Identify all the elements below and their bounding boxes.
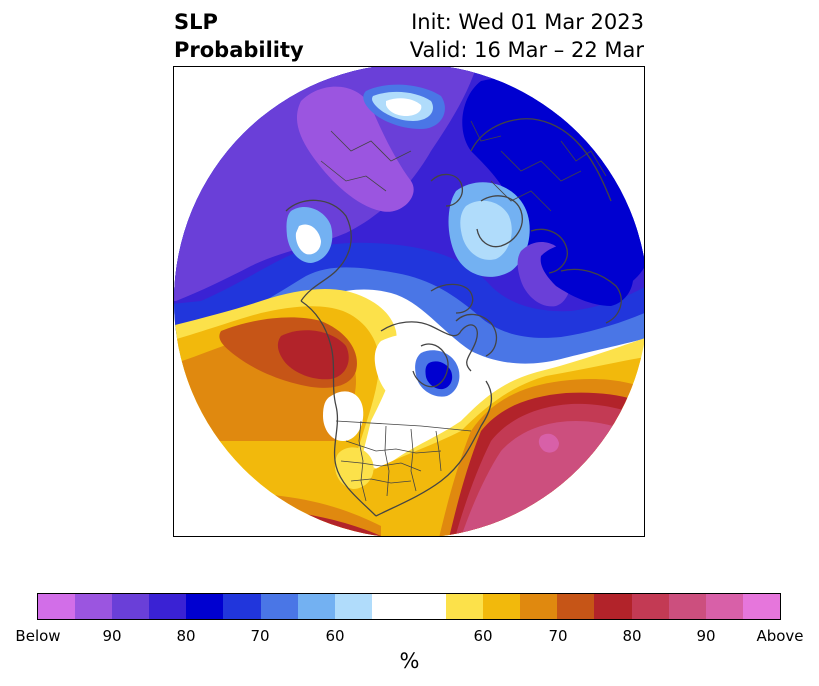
init-date: Init: Wed 01 Mar 2023 (411, 10, 644, 34)
colorbar-swatch (223, 594, 261, 619)
valid-range: Valid: 16 Mar – 22 Mar (409, 38, 644, 62)
forecast-dates: Init: Wed 01 Mar 2023 Valid: 16 Mar – 22… (410, 8, 644, 64)
probability-field (174, 67, 644, 536)
colorbar-unit: % (399, 649, 420, 673)
colorbar-swatch (186, 594, 224, 619)
tick-label: 90 (102, 627, 122, 645)
colorbar-swatch (297, 594, 335, 619)
colorbar-swatch (260, 594, 298, 619)
borders (320, 120, 607, 502)
tick-label: 70 (548, 627, 568, 645)
colorbar-swatch (483, 594, 521, 619)
tick-label: 90 (696, 627, 716, 645)
colorbar-ticks: Below 90 80 70 60 60 70 80 90 Above (0, 627, 819, 647)
colorbar-swatch (594, 594, 632, 619)
colorbar-swatch (668, 594, 706, 619)
map-title: SLP Probability (174, 8, 304, 64)
tick-label: 70 (250, 627, 270, 645)
colorbar-swatch (631, 594, 669, 619)
tick-label: Above (756, 627, 804, 645)
colorbar-swatch (149, 594, 187, 619)
tick-label: 80 (622, 627, 642, 645)
tick-label: 80 (176, 627, 196, 645)
colorbar-swatch (112, 594, 150, 619)
colorbar-swatch (520, 594, 558, 619)
colorbar-swatch (334, 594, 372, 619)
tick-label: 60 (325, 627, 345, 645)
tick-label: 60 (473, 627, 493, 645)
tick-label: Below (15, 627, 61, 645)
probability-map (173, 66, 645, 537)
title-line-1: SLP (174, 10, 218, 34)
colorbar-swatch (705, 594, 743, 619)
map-svg (174, 67, 644, 536)
colorbar-swatch (371, 594, 447, 619)
coastlines (250, 74, 630, 517)
colorbar-swatch (742, 594, 780, 619)
colorbar-swatch (75, 594, 113, 619)
colorbar (37, 593, 781, 620)
title-line-2: Probability (174, 38, 304, 62)
colorbar-swatch (557, 594, 595, 619)
colorbar-swatch (446, 594, 484, 619)
colorbar-swatch (38, 594, 76, 619)
